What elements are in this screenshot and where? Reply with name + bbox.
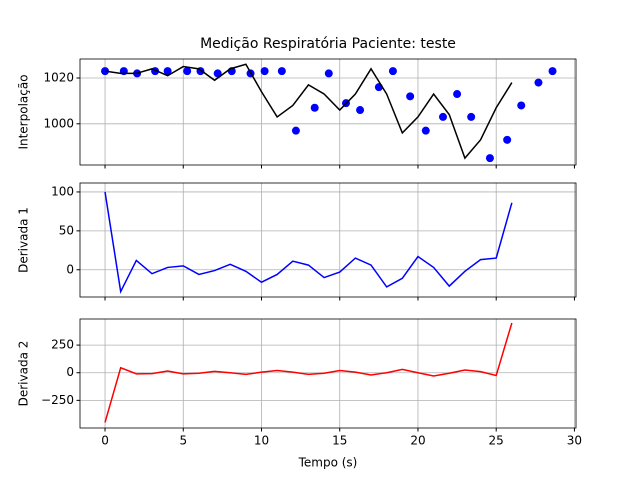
- data-point: [356, 106, 365, 115]
- y-tick-label: 0: [66, 365, 74, 379]
- y-tick-label: 1000: [43, 116, 74, 130]
- y-axis-label: Derivada 1: [17, 207, 31, 273]
- data-point: [163, 67, 172, 76]
- data-point: [183, 67, 192, 76]
- y-tick-label: −250: [41, 393, 74, 407]
- data-point: [453, 90, 462, 99]
- data-point: [534, 78, 543, 87]
- x-axis-label: Tempo (s): [298, 456, 358, 470]
- data-point: [213, 69, 222, 78]
- data-point: [388, 67, 397, 76]
- data-point: [548, 67, 557, 76]
- y-tick-label: 250: [51, 338, 74, 352]
- x-tick-label: 0: [101, 434, 109, 448]
- x-tick-label: 15: [332, 434, 347, 448]
- data-point: [406, 92, 415, 101]
- chart-title: Medição Respiratória Paciente: teste: [200, 36, 456, 52]
- data-line: [104, 322, 513, 423]
- data-point: [310, 103, 319, 112]
- data-point: [485, 154, 494, 163]
- x-tick-label: 5: [179, 434, 187, 448]
- axes-frame: [79, 58, 577, 166]
- data-point: [467, 112, 476, 121]
- data-line: [104, 63, 513, 160]
- data-point: [324, 69, 333, 78]
- data-point: [291, 126, 300, 135]
- x-tick-label: 30: [567, 434, 582, 448]
- data-point: [277, 67, 286, 76]
- x-tick-label: 25: [489, 434, 504, 448]
- data-point: [439, 112, 448, 121]
- data-point: [517, 101, 526, 110]
- data-point: [421, 126, 430, 135]
- y-tick-label: 100: [51, 184, 74, 198]
- y-tick-label: 0: [66, 262, 74, 276]
- data-point: [503, 135, 512, 144]
- data-point: [260, 67, 269, 76]
- axes-frame: [79, 318, 577, 429]
- y-tick-label: 1020: [43, 71, 74, 85]
- y-tick-label: 50: [59, 223, 74, 237]
- data-line: [104, 191, 513, 294]
- axes-frame: [79, 182, 577, 298]
- x-tick-label: 10: [254, 434, 269, 448]
- y-axis-label: Derivada 2: [17, 341, 31, 407]
- x-tick-label: 20: [410, 434, 425, 448]
- y-axis-label: Interpolação: [17, 74, 31, 149]
